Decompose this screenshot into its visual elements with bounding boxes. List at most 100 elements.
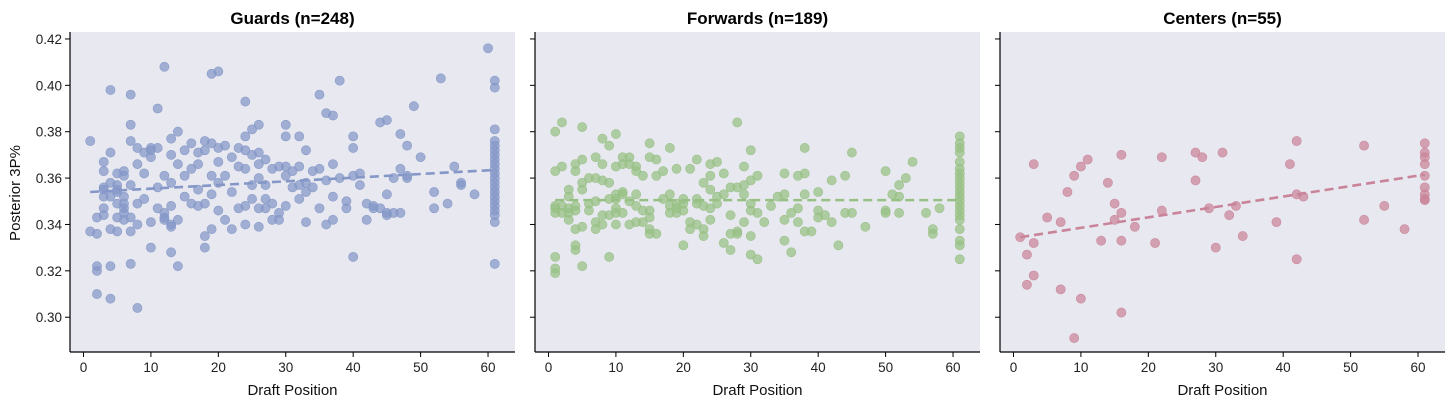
centers-trend-line bbox=[1020, 173, 1425, 239]
forwards-point bbox=[604, 252, 615, 262]
guards-point bbox=[105, 261, 116, 272]
guards-point bbox=[172, 159, 183, 170]
guards-point bbox=[125, 226, 136, 237]
guards-point bbox=[179, 170, 190, 181]
guards-point bbox=[294, 161, 305, 172]
guards-point bbox=[274, 214, 284, 225]
forwards-point bbox=[584, 205, 594, 216]
forwards-point bbox=[577, 184, 588, 195]
guards-x-tick-label: 30 bbox=[278, 360, 293, 375]
forwards-point bbox=[907, 156, 918, 167]
forwards-point bbox=[698, 231, 709, 241]
centers-point bbox=[1116, 235, 1127, 246]
guards-point bbox=[206, 189, 217, 200]
forwards-point bbox=[705, 203, 716, 214]
centers-point bbox=[1042, 212, 1053, 223]
guards-x-tick-label: 0 bbox=[80, 360, 88, 375]
centers-point bbox=[1197, 152, 1208, 163]
guards-point bbox=[199, 231, 210, 241]
guards-point bbox=[361, 214, 372, 225]
guards-point bbox=[381, 189, 392, 200]
forwards-point bbox=[550, 126, 561, 137]
forwards-point bbox=[631, 166, 642, 177]
forwards-point bbox=[752, 254, 763, 265]
forwards-point bbox=[597, 159, 608, 170]
centers-point bbox=[1150, 238, 1160, 248]
guards-point bbox=[240, 96, 251, 107]
forwards-x-tick-label: 40 bbox=[811, 360, 826, 375]
guards-point bbox=[179, 145, 190, 156]
forwards-point bbox=[739, 189, 749, 200]
forwards-point bbox=[651, 154, 662, 165]
guards-point bbox=[146, 242, 156, 253]
centers-point bbox=[1224, 210, 1235, 221]
guards-point bbox=[152, 103, 163, 114]
centers-x-axis-label: Draft Position bbox=[1177, 382, 1267, 399]
guards-point bbox=[253, 147, 264, 158]
guards-point bbox=[125, 89, 136, 100]
forwards-point bbox=[678, 240, 689, 251]
forwards-point bbox=[611, 129, 621, 139]
forwards-point bbox=[597, 219, 608, 230]
guards-point bbox=[267, 198, 278, 209]
guards-point bbox=[125, 119, 136, 130]
guards-point bbox=[280, 170, 291, 181]
forwards-panel: 0 10 20 30 40 50 60 Forwards (n=189) Draft Posit… bbox=[530, 9, 980, 399]
forwards-point bbox=[577, 261, 588, 272]
forwards-point bbox=[786, 247, 797, 258]
guards-point bbox=[355, 180, 365, 190]
guards-point bbox=[132, 303, 143, 313]
forwards-point bbox=[705, 214, 716, 225]
forwards-point bbox=[900, 173, 911, 183]
forwards-point bbox=[550, 268, 561, 279]
guards-point bbox=[489, 82, 500, 93]
forwards-point bbox=[954, 214, 965, 225]
centers-point bbox=[1116, 149, 1127, 160]
guards-y-tick-label: 0.34 bbox=[36, 217, 63, 232]
guards-point bbox=[442, 198, 453, 209]
guards-point bbox=[328, 214, 338, 225]
guards-point bbox=[220, 170, 230, 181]
forwards-point bbox=[813, 187, 824, 197]
forwards-point bbox=[954, 147, 965, 158]
guards-point bbox=[321, 175, 332, 186]
forwards-point bbox=[685, 224, 695, 235]
centers-point bbox=[1237, 231, 1248, 241]
guards-point bbox=[159, 214, 170, 225]
forwards-point bbox=[577, 154, 588, 165]
forwards-point bbox=[563, 214, 574, 225]
centers-point bbox=[1271, 217, 1282, 228]
forwards-point bbox=[658, 166, 669, 177]
guards-point bbox=[98, 210, 109, 221]
guards-point bbox=[328, 110, 338, 121]
guards-point bbox=[139, 194, 150, 204]
guards-x-axis-label: Draft Position bbox=[247, 382, 337, 399]
forwards-point bbox=[725, 210, 736, 221]
forwards-point bbox=[590, 152, 601, 163]
guards-point bbox=[280, 201, 291, 211]
forwards-point bbox=[570, 205, 581, 216]
guards-point bbox=[240, 145, 251, 156]
centers-x-tick-label: 40 bbox=[1276, 360, 1291, 375]
guards-point bbox=[105, 85, 116, 95]
guards-title: Guards (n=248) bbox=[230, 9, 354, 28]
forwards-point bbox=[820, 210, 830, 221]
centers-point bbox=[1022, 279, 1032, 290]
forwards-point bbox=[880, 166, 891, 177]
forwards-point bbox=[779, 235, 790, 246]
guards-point bbox=[328, 191, 338, 202]
guards-point bbox=[186, 138, 197, 149]
guards-point bbox=[125, 258, 136, 269]
guards-point bbox=[456, 180, 466, 190]
guards-point bbox=[152, 203, 163, 214]
forwards-point bbox=[631, 189, 642, 200]
guards-point bbox=[348, 252, 359, 262]
centers-point bbox=[1028, 159, 1039, 170]
centers-point bbox=[1359, 140, 1369, 151]
centers-x-tick-label: 30 bbox=[1208, 360, 1223, 375]
guards-point bbox=[213, 156, 224, 167]
guards-trend-line bbox=[90, 168, 495, 194]
guards-point bbox=[341, 203, 352, 214]
centers-point bbox=[1190, 147, 1201, 158]
centers-point bbox=[1076, 293, 1086, 304]
